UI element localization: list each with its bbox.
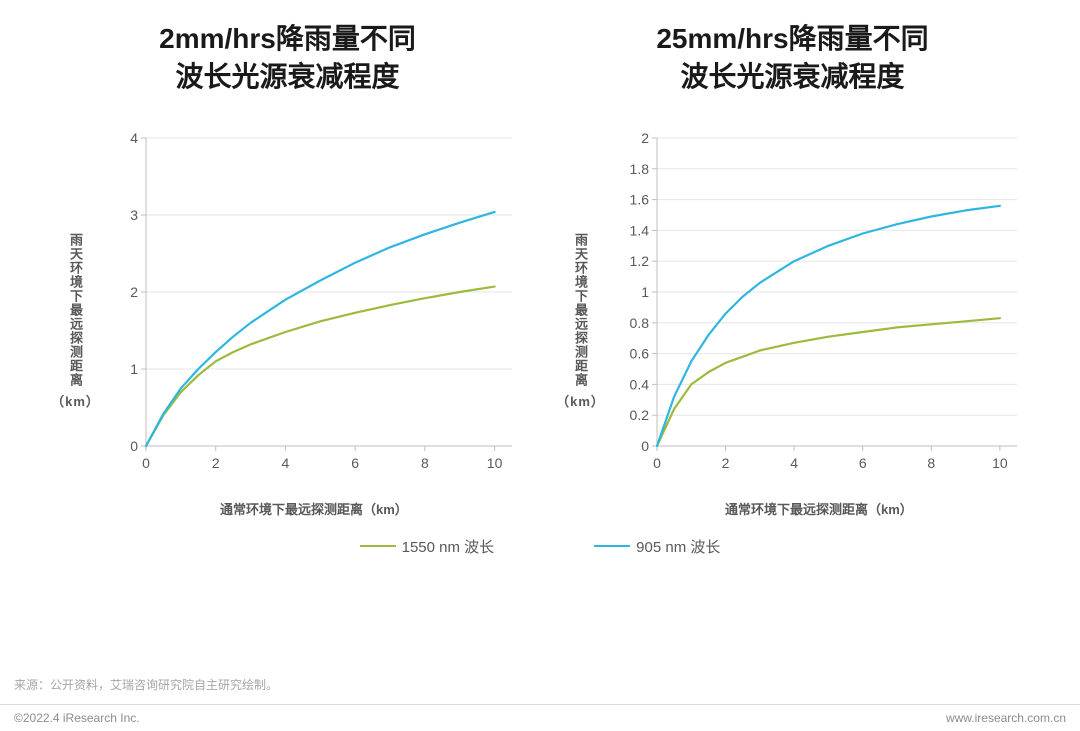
footer: ©2022.4 iResearch Inc. www.iresearch.com… [0,704,1080,731]
chart-title-left: 2mm/hrs降雨量不同 波长光源衰减程度 [159,20,416,96]
svg-text:10: 10 [487,455,503,471]
svg-text:2: 2 [212,455,220,471]
legend: 1550 nm 波长 905 nm 波长 [0,536,1080,557]
svg-text:10: 10 [992,455,1008,471]
y-axis-label-left-unit: （km） [51,391,100,410]
chart-svg-right: 0 0.2 0.4 0.6 0.8 1 1.2 1.4 1.6 1.8 2 0 2 4 6 8 10 [609,126,1029,486]
svg-text:4: 4 [130,130,138,146]
svg-text:0: 0 [142,455,150,471]
y-axis-label-right: 雨天环境下最远探测距离 （km） [556,233,605,410]
svg-text:4: 4 [281,455,289,471]
svg-text:2: 2 [722,455,730,471]
plot-wrap-left: 雨天环境下最远探测距离 （km） 0 1 2 3 4 0 2 4 6 8 10 通常环境下最远探测距… [51,126,524,518]
svg-text:1.4: 1.4 [629,222,649,238]
chart-panel-left: 2mm/hrs降雨量不同 波长光源衰减程度 雨天环境下最远探测距离 （km） 0… [50,20,525,518]
y-axis-label-right-unit: （km） [556,391,605,410]
svg-text:1.2: 1.2 [629,253,649,269]
plot-container-left: 0 1 2 3 4 0 2 4 6 8 10 通常环境下最远探测距离（km） [104,126,524,518]
y-axis-label-left-main: 雨天环境下最远探测距离 [66,233,85,387]
svg-text:8: 8 [927,455,935,471]
svg-text:1.8: 1.8 [629,160,649,176]
svg-text:0: 0 [130,438,138,454]
svg-text:0: 0 [641,438,649,454]
svg-text:1: 1 [130,361,138,377]
svg-text:2: 2 [130,284,138,300]
svg-text:3: 3 [130,207,138,223]
chart-svg-left: 0 1 2 3 4 0 2 4 6 8 10 [104,126,524,486]
svg-text:0.8: 0.8 [629,314,649,330]
svg-text:2: 2 [641,130,649,146]
chart-title-right: 25mm/hrs降雨量不同 波长光源衰减程度 [656,20,928,96]
source-note: 来源：公开资料，艾瑞咨询研究院自主研究绘制。 [14,676,278,693]
legend-item-1550: 1550 nm 波长 [360,536,495,557]
svg-text:0.6: 0.6 [629,345,649,361]
plot-container-right: 0 0.2 0.4 0.6 0.8 1 1.2 1.4 1.6 1.8 2 0 2 4 6 8 10 通常环境下… [609,126,1029,518]
svg-text:1.6: 1.6 [629,191,649,207]
x-axis-label-right: 通常环境下最远探测距离（km） [609,499,1029,518]
x-axis-label-left: 通常环境下最远探测距离（km） [104,499,524,518]
footer-url: www.iresearch.com.cn [946,711,1066,725]
footer-copyright: ©2022.4 iResearch Inc. [14,711,140,725]
legend-swatch-905 [594,545,630,547]
svg-text:8: 8 [421,455,429,471]
legend-swatch-1550 [360,545,396,547]
svg-text:6: 6 [351,455,359,471]
y-axis-label-right-main: 雨天环境下最远探测距离 [571,233,590,387]
chart-panel-right: 25mm/hrs降雨量不同 波长光源衰减程度 雨天环境下最远探测距离 （km） … [555,20,1030,518]
svg-text:4: 4 [790,455,798,471]
legend-label-905: 905 nm 波长 [636,536,720,557]
svg-text:0.2: 0.2 [629,407,649,423]
svg-text:0.4: 0.4 [629,376,649,392]
legend-label-1550: 1550 nm 波长 [402,536,495,557]
svg-text:0: 0 [653,455,661,471]
charts-row: 2mm/hrs降雨量不同 波长光源衰减程度 雨天环境下最远探测距离 （km） 0… [0,0,1080,518]
legend-item-905: 905 nm 波长 [594,536,720,557]
svg-text:1: 1 [641,284,649,300]
svg-text:6: 6 [859,455,867,471]
plot-wrap-right: 雨天环境下最远探测距离 （km） 0 0.2 0.4 0.6 0.8 1 1.2 1.4 1.6… [556,126,1029,518]
y-axis-label-left: 雨天环境下最远探测距离 （km） [51,233,100,410]
